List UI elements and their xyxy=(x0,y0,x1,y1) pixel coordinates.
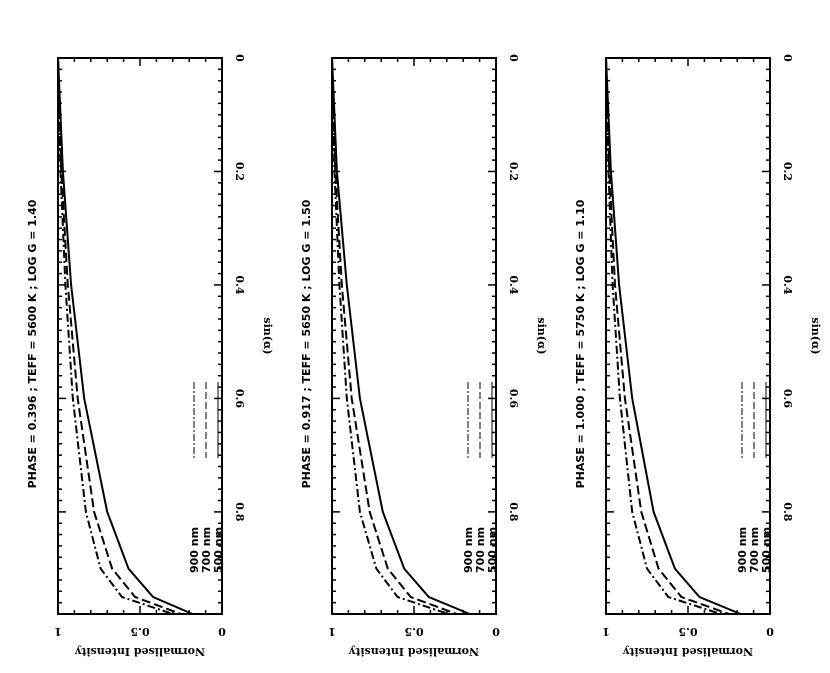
x-tick-label: 0 xyxy=(781,54,794,62)
y-tick-label: 1 xyxy=(328,625,336,638)
y-axis-title: Normalised Intensity xyxy=(348,645,479,658)
legend-label: 500 nm xyxy=(486,527,499,573)
legend-label: 700 nm xyxy=(748,527,761,573)
x-tick-label: 0.2 xyxy=(233,162,246,181)
x-tick-label: 0.6 xyxy=(507,389,520,408)
x-tick-label: 0.4 xyxy=(781,275,794,294)
chart-panel-1: 0 0.2 0.4 0.6 0.8 0 0.5 1 sin(α) Normalised Inten… xyxy=(26,54,274,658)
y-tick-label: 0.5 xyxy=(130,625,149,638)
series-line-700-nm xyxy=(605,57,730,615)
x-tick-label: 0.8 xyxy=(507,502,520,521)
panel-title: PHASE = 0.917 ; TEFF = 5650 K ; LOG G = … xyxy=(300,199,313,488)
chart-panel-3: 0 0.2 0.4 0.6 0.8 0 0.5 1 sin(α) Normalised Inten… xyxy=(574,54,822,658)
series-line-700-nm xyxy=(331,57,457,615)
legend-label: 500 nm xyxy=(760,527,773,573)
series-line-500-nm xyxy=(331,57,471,615)
series-line-900-nm xyxy=(605,57,722,615)
x-axis-title: sin(α) xyxy=(535,317,548,354)
legend-label: 900 nm xyxy=(736,527,749,573)
y-axis-title: Normalised Intensity xyxy=(622,645,753,658)
legend-label: 500 nm xyxy=(212,527,225,573)
series-line-500-nm xyxy=(605,57,741,615)
x-tick-label: 0.8 xyxy=(233,502,246,521)
y-tick-label: 0 xyxy=(766,625,774,638)
x-axis-title: sin(α) xyxy=(261,317,274,354)
panel-title: PHASE = 1.000 ; TEFF = 5750 K ; LOG G = … xyxy=(574,199,587,488)
legend-label: 700 nm xyxy=(200,527,213,573)
y-tick-label: 0.5 xyxy=(678,625,697,638)
x-tick-label: 0 xyxy=(507,54,520,62)
x-tick-label: 0.6 xyxy=(233,389,246,408)
legend-label: 900 nm xyxy=(188,527,201,573)
legend-label: 700 nm xyxy=(474,527,487,573)
series-line-900-nm xyxy=(331,57,449,615)
x-tick-label: 0.2 xyxy=(507,162,520,181)
series-line-700-nm xyxy=(57,57,182,615)
y-tick-label: 1 xyxy=(602,625,610,638)
y-tick-label: 0.5 xyxy=(404,625,423,638)
chart-panel-2: 0 0.2 0.4 0.6 0.8 0 0.5 1 sin(α) Normalised Inten… xyxy=(300,54,548,658)
x-tick-label: 0.2 xyxy=(781,162,794,181)
series-line-500-nm xyxy=(57,57,193,615)
series-line-900-nm xyxy=(57,57,174,615)
x-tick-label: 0 xyxy=(233,54,246,62)
x-tick-label: 0.8 xyxy=(781,502,794,521)
y-tick-label: 0 xyxy=(492,625,500,638)
y-axis-title: Normalised Intensity xyxy=(74,645,205,658)
panel-title: PHASE = 0.396 ; TEFF = 5600 K ; LOG G = … xyxy=(26,199,39,488)
x-tick-label: 0.4 xyxy=(233,275,246,294)
x-tick-label: 0.6 xyxy=(781,389,794,408)
y-tick-label: 1 xyxy=(54,625,62,638)
x-tick-label: 0.4 xyxy=(507,275,520,294)
legend-label: 900 nm xyxy=(462,527,475,573)
y-tick-label: 0 xyxy=(218,625,226,638)
x-axis-title: sin(α) xyxy=(809,317,822,354)
